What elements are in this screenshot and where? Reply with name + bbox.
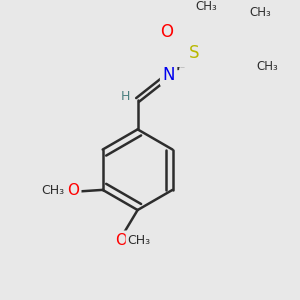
Text: H: H [121,89,130,103]
Text: CH₃: CH₃ [249,6,271,19]
Text: CH₃: CH₃ [41,184,64,197]
Text: CH₃: CH₃ [196,0,218,13]
Text: CH₃: CH₃ [256,60,278,73]
Text: O: O [115,233,127,248]
Text: O: O [160,23,174,41]
Text: S: S [189,44,200,62]
Text: O: O [67,183,79,198]
Text: CH₃: CH₃ [128,234,151,247]
Text: N: N [162,66,175,84]
